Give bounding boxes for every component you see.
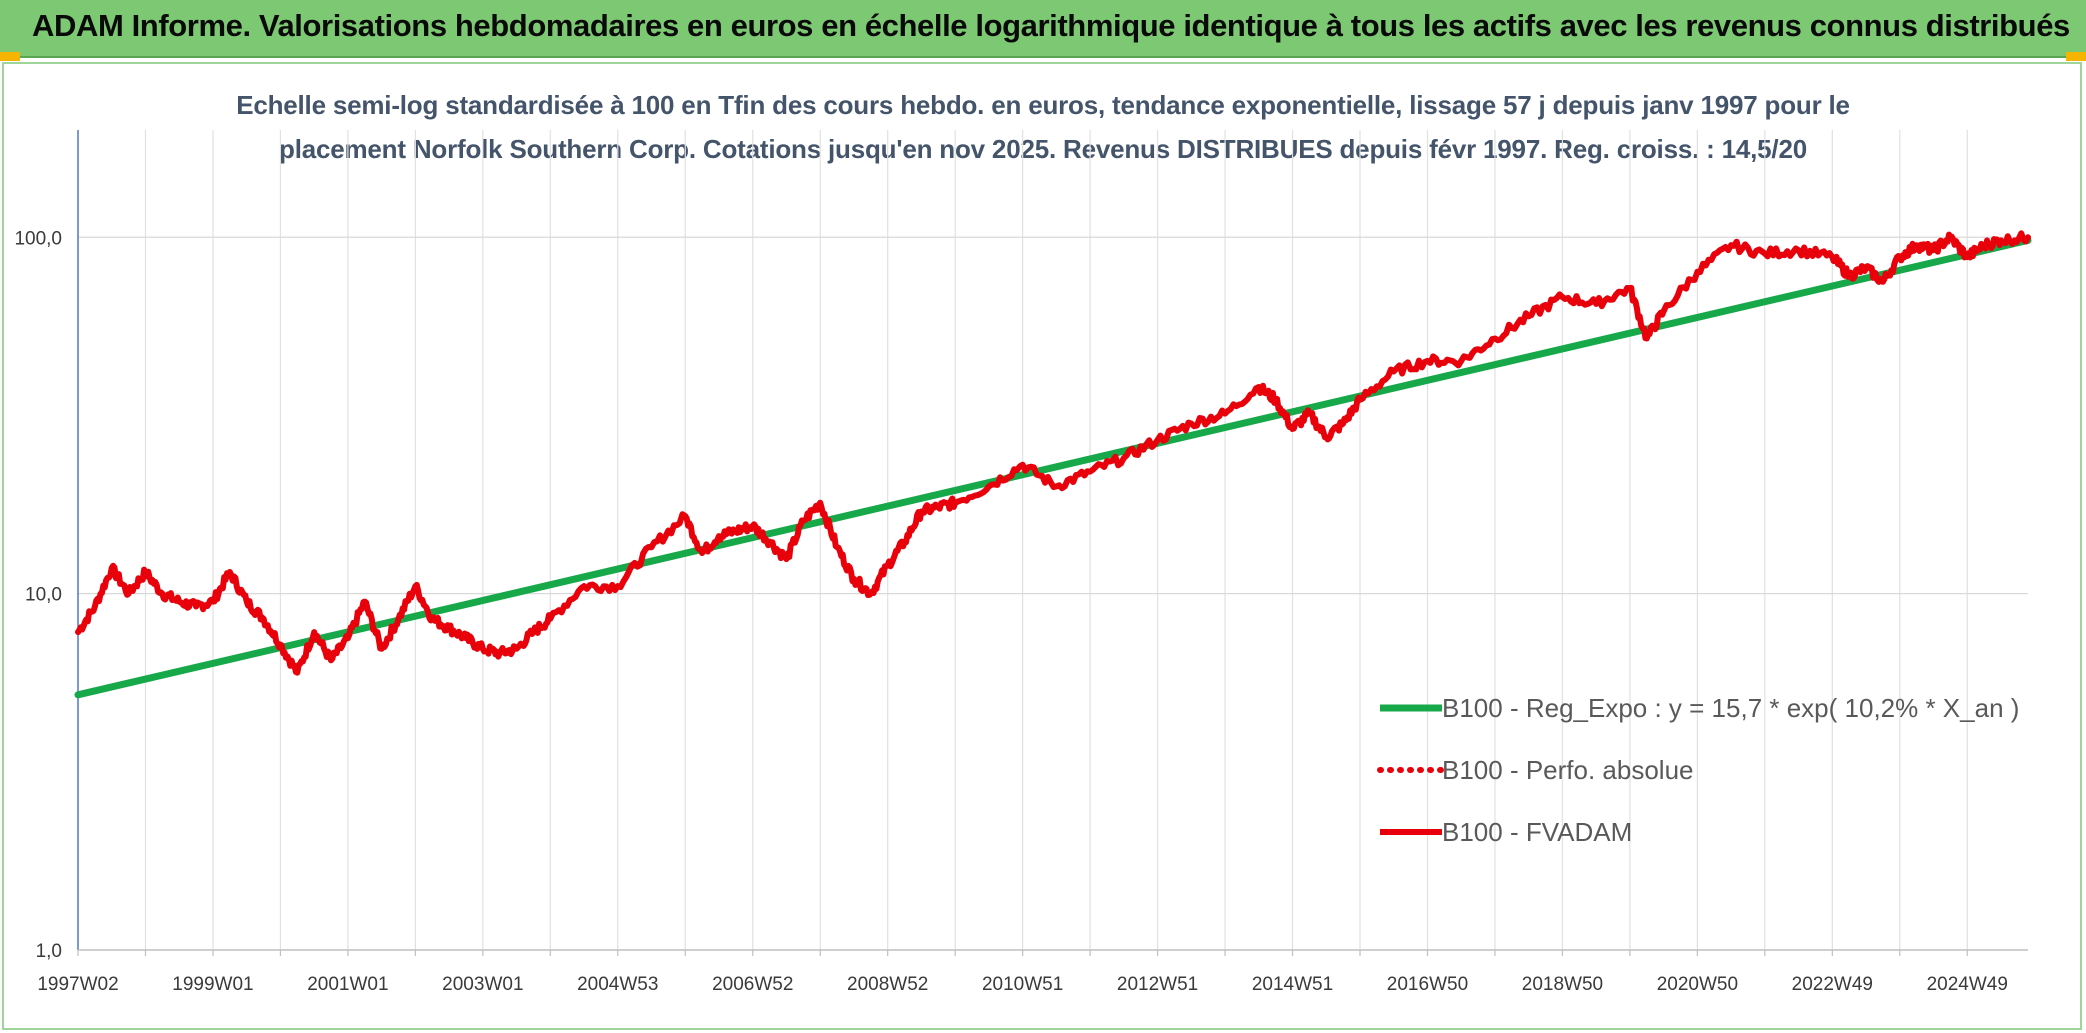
x-tick-label: 2016W50 xyxy=(1387,974,1468,995)
x-tick-label: 1999W01 xyxy=(172,974,253,995)
x-tick-label: 2010W51 xyxy=(982,974,1063,995)
x-tick-label: 2001W01 xyxy=(307,974,388,995)
axes: 1,0 10,0 100,0 1997W02 1999W01 2001W01 2003W01… xyxy=(14,130,2028,995)
y-tick-label: 10,0 xyxy=(25,585,62,606)
x-tick-label: 2014W51 xyxy=(1252,974,1333,995)
x-tick-label: 2024W49 xyxy=(1927,974,2008,995)
chart-frame xyxy=(2,62,2082,1030)
corner-mark-right xyxy=(2066,52,2086,61)
x-tick-label: 1997W02 xyxy=(37,974,118,995)
legend-label: B100 - FVADAM xyxy=(1442,817,1632,847)
corner-mark-left xyxy=(0,52,20,61)
y-tick-label: 100,0 xyxy=(14,228,62,249)
x-tick-label: 2004W53 xyxy=(577,974,658,995)
x-tick-label: 2006W52 xyxy=(712,974,793,995)
report-banner: ADAM Informe. Valorisations hebdomadaire… xyxy=(0,0,2086,58)
report-title: ADAM Informe. Valorisations hebdomadaire… xyxy=(32,8,2070,43)
x-tick-label: 2012W51 xyxy=(1117,974,1198,995)
legend: B100 - Reg_Expo : y = 15,7 * exp( 10,2% … xyxy=(1377,693,2019,847)
x-tick-label: 2022W49 xyxy=(1792,974,1873,995)
grid-lines xyxy=(77,130,2028,950)
series-lines xyxy=(74,230,2032,699)
legend-label: B100 - Perfo. absolue xyxy=(1442,755,1694,785)
x-tick-label: 2008W52 xyxy=(847,974,928,995)
series-line-reg-expo xyxy=(74,236,2032,699)
legend-label: B100 - Reg_Expo : y = 15,7 * exp( 10,2% … xyxy=(1442,693,2019,723)
chart-title-line-1: Echelle semi-log standardisée à 100 en T… xyxy=(236,90,1850,120)
chart-title-line-2: placement Norfolk Southern Corp. Cotatio… xyxy=(279,134,1807,164)
x-tick-label: 2018W50 xyxy=(1522,974,1603,995)
x-tick-label: 2020W50 xyxy=(1657,974,1738,995)
y-tick-label: 1,0 xyxy=(36,941,62,962)
series-line-fvadam xyxy=(75,230,2031,676)
x-tick-label: 2003W01 xyxy=(442,974,523,995)
